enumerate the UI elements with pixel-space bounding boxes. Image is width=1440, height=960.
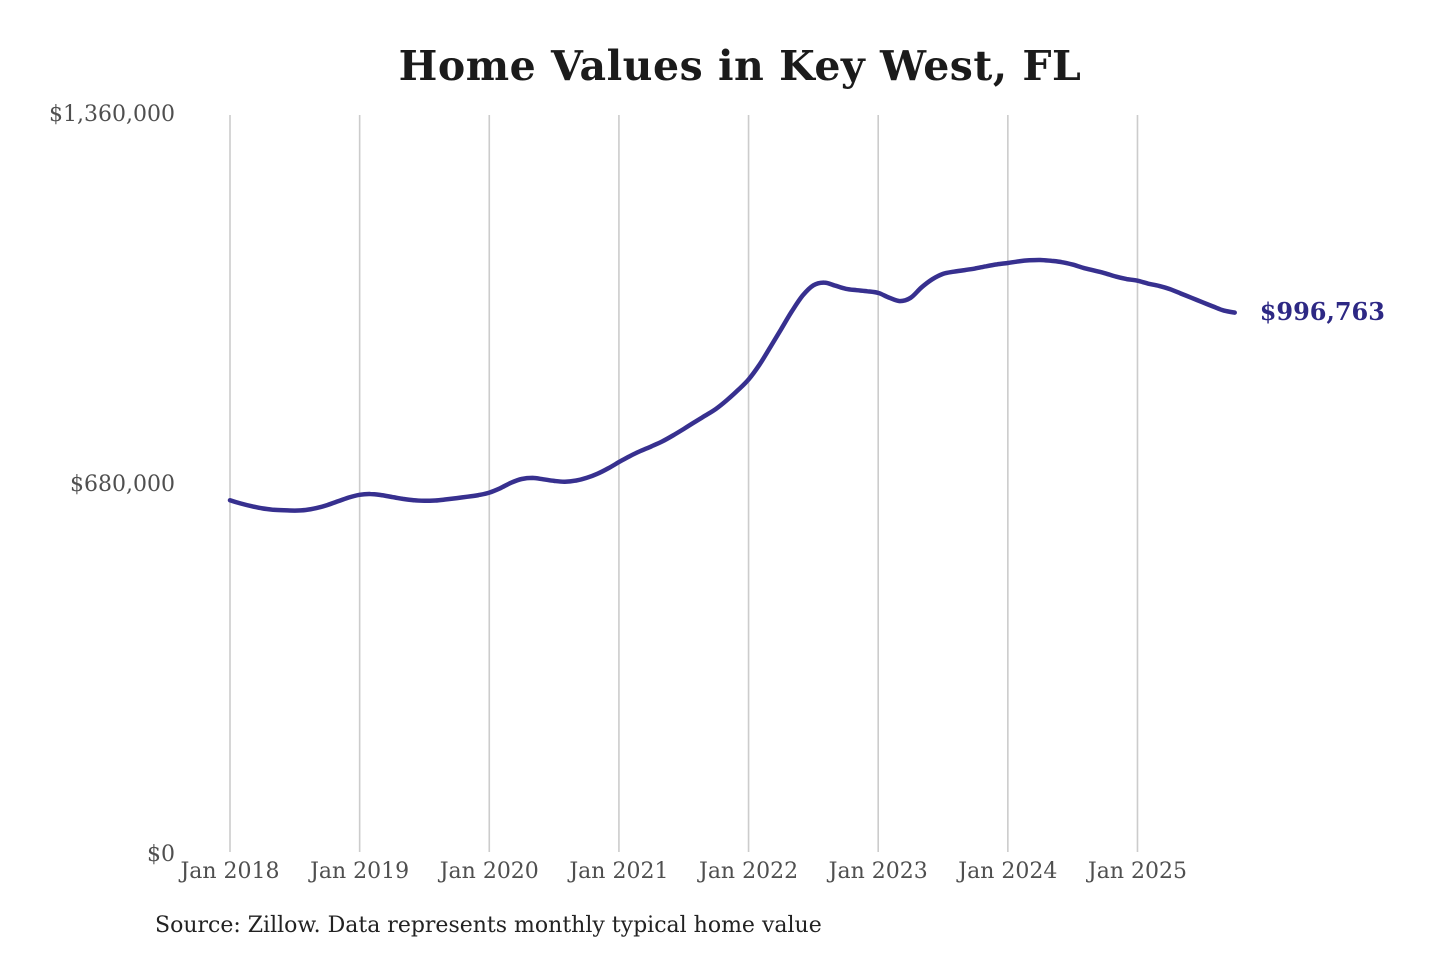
x-tick-label: Jan 2023 [828, 859, 928, 884]
y-tick-label: $680,000 [70, 472, 175, 497]
x-tick-label: Jan 2024 [958, 859, 1058, 884]
latest-value-label: $996,763 [1259, 296, 1385, 326]
x-tick-label: Jan 2020 [439, 859, 539, 884]
y-tick-label: $0 [147, 842, 175, 867]
source-note: Source: Zillow. Data represents monthly … [155, 913, 822, 938]
home-value-line [227, 257, 1237, 513]
x-tick-label: Jan 2019 [310, 859, 410, 884]
x-tick-label: Jan 2021 [569, 859, 669, 884]
x-tick-label: Jan 2025 [1087, 859, 1188, 884]
y-tick-label: $1,360,000 [49, 102, 175, 127]
x-tick-label: Jan 2018 [180, 859, 280, 884]
chart-title: Home Values in Key West, FL [398, 42, 1082, 90]
x-tick-label: Jan 2022 [699, 859, 799, 884]
